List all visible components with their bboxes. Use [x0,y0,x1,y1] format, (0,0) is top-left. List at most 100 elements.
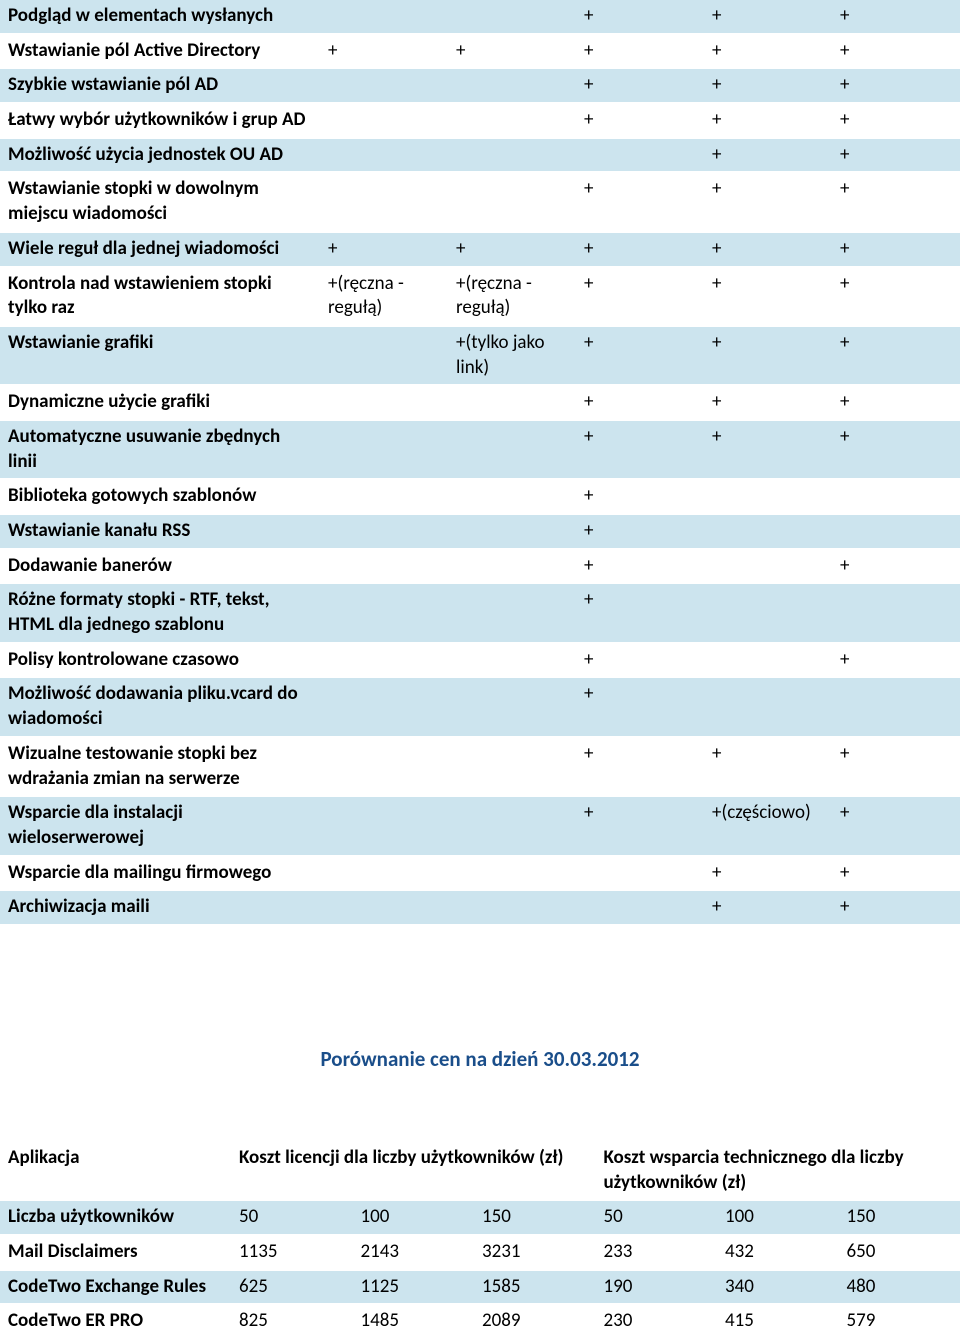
feature-cell [448,514,576,549]
feature-cell [448,385,576,420]
price-cell: 190 [595,1270,717,1305]
feature-label: Biblioteka gotowych szablonów [0,479,320,514]
feature-cell [704,549,832,584]
table-row: Kontrola nad wstawieniem stopki tylko ra… [0,267,960,326]
table-row: Wsparcie dla mailingu firmowego++ [0,856,960,891]
table-row: Dodawanie banerów++ [0,549,960,584]
feature-cell [320,677,448,736]
price-row-label: Mail Disclaimers [0,1235,231,1270]
feature-label: Wstawianie pól Active Directory [0,34,320,69]
price-row-label: Liczba użytkowników [0,1200,231,1235]
price-cell: 2143 [352,1235,474,1270]
feature-cell: +(częściowo) [704,796,832,855]
feature-cell [320,0,448,34]
feature-cell [320,737,448,796]
feature-cell: + [832,549,960,584]
table-row: Liczba użytkowników5010015050100150 [0,1200,960,1235]
feature-cell: + [832,890,960,925]
feature-comparison-table: Podgląd w elementach wysłanych+++Wstawia… [0,0,960,926]
table-row: Podgląd w elementach wysłanych+++ [0,0,960,34]
feature-cell: + [832,0,960,34]
price-cell: 1585 [474,1270,596,1305]
feature-cell: + [576,385,704,420]
feature-cell: +(ręczna - regułą) [320,267,448,326]
price-cell: 2089 [474,1304,596,1339]
table-row: Możliwość dodawania pliku.vcard do wiado… [0,677,960,736]
feature-cell: + [832,420,960,479]
price-cell: 100 [717,1200,839,1235]
feature-cell: + [576,583,704,642]
price-row-label: CodeTwo Exchange Rules [0,1270,231,1305]
feature-cell: + [832,138,960,173]
price-header-row: AplikacjaKoszt licencji dla liczby użytk… [0,1142,960,1200]
feature-cell: + [576,34,704,69]
feature-cell [704,514,832,549]
feature-cell [704,643,832,678]
feature-cell: + [832,737,960,796]
feature-cell [832,677,960,736]
feature-cell: + [832,68,960,103]
feature-cell: + [704,138,832,173]
feature-cell [448,796,576,855]
feature-cell [320,138,448,173]
feature-cell: + [704,737,832,796]
feature-cell: + [832,267,960,326]
price-header-license-cost: Koszt licencji dla liczby użytkowników (… [231,1142,596,1200]
feature-cell: + [704,0,832,34]
feature-label: Wstawianie stopki w dowolnym miejscu wia… [0,172,320,231]
feature-cell: + [576,514,704,549]
feature-cell [448,583,576,642]
feature-cell [448,0,576,34]
table-row: Archiwizacja maili++ [0,890,960,925]
price-cell: 432 [717,1235,839,1270]
feature-cell: + [448,232,576,267]
feature-cell [832,479,960,514]
feature-cell: + [704,34,832,69]
feature-cell: + [704,267,832,326]
price-cell: 415 [717,1304,839,1339]
price-cell: 3231 [474,1235,596,1270]
feature-cell: + [704,856,832,891]
feature-cell: + [576,326,704,385]
price-cell: 100 [352,1200,474,1235]
price-cell: 50 [595,1200,717,1235]
feature-cell: + [832,796,960,855]
feature-cell: + [320,232,448,267]
feature-cell [448,138,576,173]
feature-cell [320,890,448,925]
feature-cell: + [704,890,832,925]
table-row: Wstawianie grafiki+(tylko jako link)+++ [0,326,960,385]
price-cell: 1135 [231,1235,353,1270]
price-section-title: Porównanie cen na dzień 30.03.2012 [0,1046,960,1072]
feature-cell [448,172,576,231]
feature-cell [320,420,448,479]
price-cell: 1485 [352,1304,474,1339]
feature-label: Dynamiczne użycie grafiki [0,385,320,420]
feature-cell: + [832,232,960,267]
feature-cell [320,796,448,855]
feature-cell: + [704,68,832,103]
feature-cell: + [704,420,832,479]
feature-label: Dodawanie banerów [0,549,320,584]
feature-label: Polisy kontrolowane czasowo [0,643,320,678]
feature-cell [448,479,576,514]
price-header-support-cost: Koszt wsparcia technicznego dla liczby u… [595,1142,960,1200]
price-cell: 650 [838,1235,960,1270]
table-row: Wsparcie dla instalacji wieloserwerowej+… [0,796,960,855]
feature-label: Łatwy wybór użytkowników i grup AD [0,103,320,138]
feature-cell [832,583,960,642]
feature-cell [320,68,448,103]
feature-cell: + [576,479,704,514]
feature-cell: + [832,34,960,69]
price-comparison-table: AplikacjaKoszt licencji dla liczby użytk… [0,1142,960,1340]
feature-cell: + [704,172,832,231]
feature-cell: + [576,68,704,103]
table-row: Mail Disclaimers113521433231233432650 [0,1235,960,1270]
feature-label: Wstawianie kanału RSS [0,514,320,549]
price-header-app: Aplikacja [0,1142,231,1200]
feature-cell: + [576,643,704,678]
feature-cell [576,138,704,173]
feature-label: Kontrola nad wstawieniem stopki tylko ra… [0,267,320,326]
feature-cell: + [448,34,576,69]
feature-cell: + [576,232,704,267]
